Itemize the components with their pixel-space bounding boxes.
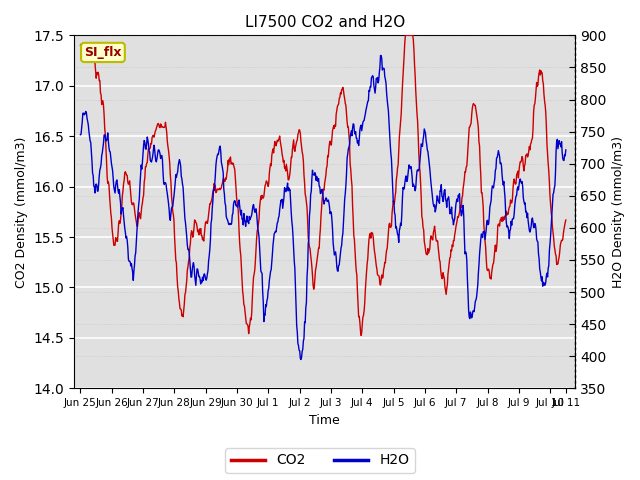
Title: LI7500 CO2 and H2O: LI7500 CO2 and H2O: [244, 15, 405, 30]
Text: SI_flx: SI_flx: [84, 46, 122, 59]
X-axis label: Time: Time: [309, 414, 340, 427]
Y-axis label: H2O Density (mmol/m3): H2O Density (mmol/m3): [612, 136, 625, 288]
Y-axis label: CO2 Density (mmol/m3): CO2 Density (mmol/m3): [15, 136, 28, 288]
Legend: CO2, H2O: CO2, H2O: [225, 448, 415, 473]
